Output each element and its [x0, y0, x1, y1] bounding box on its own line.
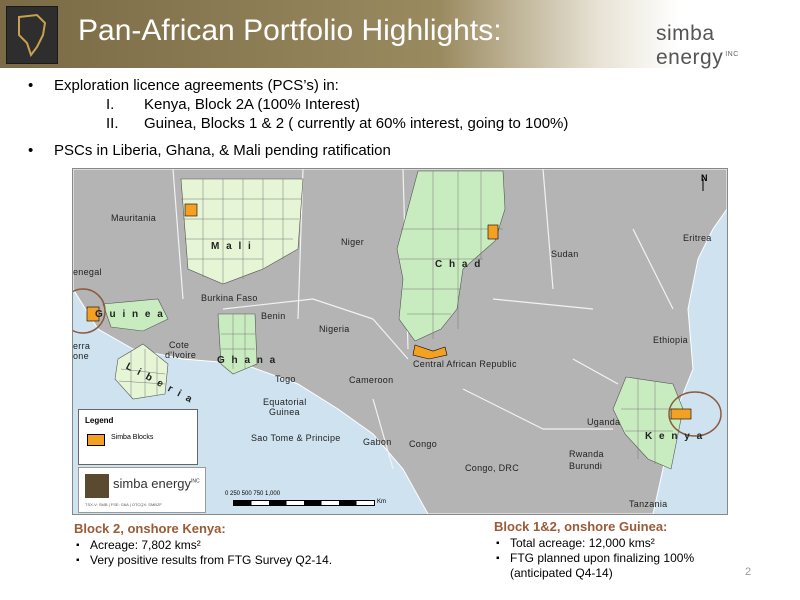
map-label-rwanda: Rwanda	[569, 449, 604, 459]
africa-map: N Mauritania M a l i Niger C h a d Sudan…	[72, 168, 728, 515]
scale-bar-graphic	[233, 500, 375, 506]
map-logo: simba energyINC TSX-V: SMB | FSE: G6A | …	[78, 467, 206, 513]
page-number: 2	[745, 566, 752, 578]
map-label-togo: Togo	[275, 374, 296, 384]
page-title: Pan-African Portfolio Highlights:	[78, 14, 502, 47]
caption-item: Acreage: 7,802 kms²	[74, 538, 332, 553]
map-label-sudan: Sudan	[551, 249, 579, 259]
map-label-ghana: G h a n a	[217, 355, 278, 366]
caption-title: Block 2, onshore Kenya:	[74, 521, 226, 536]
header-bar: Pan-African Portfolio Highlights: simba …	[0, 0, 800, 69]
legend-swatch	[87, 434, 105, 446]
brand-logo-text: simba energy INC	[656, 22, 739, 69]
map-label-burundi: Burundi	[569, 461, 603, 471]
caption-item: Very positive results from FTG Survey Q2…	[74, 553, 332, 568]
map-label-equatorial: Equatorial	[263, 397, 307, 407]
scale-ticks: 0 250 500 750 1,000	[225, 491, 281, 497]
map-label-eq-guinea: Guinea	[269, 407, 300, 417]
bullet-list: Exploration licence agreements (PCS’s) i…	[28, 76, 568, 160]
caption-title: Block 1&2, onshore Guinea:	[494, 519, 668, 534]
caption-kenya: Block 2, onshore Kenya: Acreage: 7,802 k…	[74, 521, 332, 568]
map-label-cote: Cote	[169, 340, 190, 350]
map-legend: Legend Simba Blocks	[78, 409, 198, 465]
map-label-benin: Benin	[261, 311, 286, 321]
map-label-ethiopia: Ethiopia	[653, 335, 688, 345]
company-logo-icon	[6, 6, 58, 64]
map-label-sierra-leone: one	[73, 351, 89, 361]
legend-label: Simba Blocks	[111, 434, 154, 441]
scale-unit: Km	[377, 499, 386, 505]
map-label-senegal: enegal	[73, 267, 102, 277]
legend-title: Legend	[85, 416, 114, 425]
map-label-kenya: K e n y a	[645, 431, 705, 442]
map-label-sierra: erra	[73, 341, 91, 351]
map-label-gabon: Gabon	[363, 437, 392, 447]
map-label-divoire: d'Ivoire	[165, 350, 197, 360]
map-label-congo-drc: Congo, DRC	[465, 463, 520, 473]
bullet-item: Exploration licence agreements (PCS’s) i…	[28, 76, 568, 95]
map-label-niger: Niger	[341, 237, 365, 247]
map-label-mali: M a l i	[211, 241, 253, 252]
map-label-guinea: G u i n e a	[95, 309, 165, 320]
map-drawing	[73, 169, 727, 514]
caption-item: FTG planned upon finalizing 100%	[494, 551, 694, 566]
map-logo-text: simba energyINC	[113, 476, 200, 491]
map-label-burkina-faso: Burkina Faso	[201, 293, 258, 303]
map-label-nigeria: Nigeria	[319, 324, 350, 334]
north-arrow-icon: N	[701, 173, 708, 183]
map-label-central-african-republic: Central African Republic	[413, 359, 517, 369]
map-label-uganda: Uganda	[587, 417, 621, 427]
map-label-eritrea: Eritrea	[683, 233, 712, 243]
bullet-item: PSCs in Liberia, Ghana, & Mali pending r…	[28, 141, 568, 160]
map-label-mauritania: Mauritania	[111, 213, 157, 223]
map-label-sao-tome: Sao Tome & Principe	[251, 433, 341, 443]
map-label-congo: Congo	[409, 439, 438, 449]
sub-item: I. Kenya, Block 2A (100% Interest)	[106, 96, 360, 113]
caption-item: Total acreage: 12,000 kms²	[494, 536, 694, 551]
map-logo-tickers: TSX-V: SMB | FSE: G6A | OTCQX: SMBZF	[85, 502, 162, 507]
map-label-cameroon: Cameroon	[349, 375, 394, 385]
map-label-chad: C h a d	[435, 259, 483, 270]
map-label-tanzania: Tanzania	[629, 499, 668, 509]
africa-logo-icon	[85, 474, 109, 498]
caption-guinea: Block 1&2, onshore Guinea: Total acreage…	[494, 519, 694, 581]
caption-continuation: (anticipated Q4-14)	[510, 566, 613, 580]
sub-item: II. Guinea, Blocks 1 & 2 ( currently at 6…	[106, 115, 569, 132]
